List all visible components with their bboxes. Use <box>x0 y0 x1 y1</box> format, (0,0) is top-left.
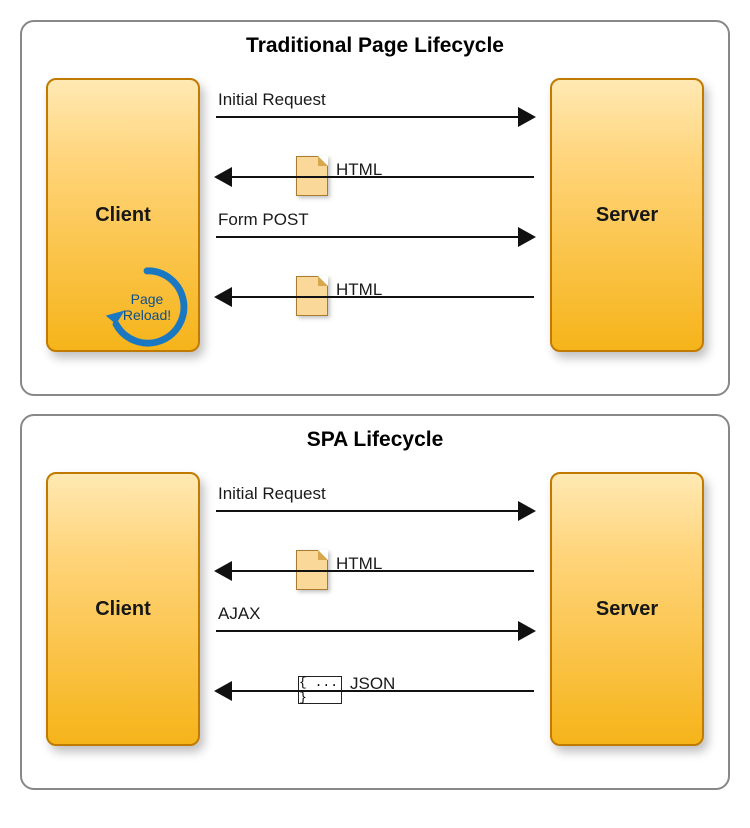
arrowhead-right-icon <box>518 107 536 127</box>
panel-spa: SPA Lifecycle Client Server Initial Requ… <box>20 414 730 790</box>
arrow-line <box>216 690 534 692</box>
arrow-line <box>216 510 534 512</box>
arrow-html-response-1: HTML <box>216 148 534 208</box>
page-reload-badge: Page Reload! <box>104 264 190 350</box>
arrow-zone: Initial Request HTML Form POST HTML <box>216 88 534 358</box>
arrowhead-right-icon <box>518 501 536 521</box>
arrow-zone: Initial Request HTML AJAX { ... } JSON <box>216 482 534 752</box>
client-node: Client <box>46 472 200 746</box>
arrowhead-left-icon <box>214 681 232 701</box>
arrow-html-response: HTML <box>216 542 534 602</box>
reload-text: Page Reload! <box>123 291 171 323</box>
server-label: Server <box>596 204 658 227</box>
arrow-line <box>216 570 534 572</box>
arrow-ajax: AJAX <box>216 602 534 662</box>
arrowhead-right-icon <box>518 227 536 247</box>
arrow-html-response-2: HTML <box>216 268 534 328</box>
arrow-form-post: Form POST <box>216 208 534 268</box>
arrow-initial-request: Initial Request <box>216 482 534 542</box>
server-node: Server <box>550 472 704 746</box>
server-label: Server <box>596 598 658 621</box>
panel-title: Traditional Page Lifecycle <box>36 34 714 58</box>
arrow-label: AJAX <box>218 604 261 624</box>
arrowhead-left-icon <box>214 287 232 307</box>
arrow-initial-request: Initial Request <box>216 88 534 148</box>
panel-traditional: Traditional Page Lifecycle Client Server… <box>20 20 730 396</box>
arrow-label: Initial Request <box>218 90 326 110</box>
arrow-line <box>216 296 534 298</box>
panel-title: SPA Lifecycle <box>36 428 714 452</box>
client-label: Client <box>95 598 151 621</box>
arrowhead-left-icon <box>214 561 232 581</box>
diagram-traditional: Client Server Page Reload! Initial Reque… <box>36 68 714 378</box>
arrow-line <box>216 236 534 238</box>
arrow-line <box>216 630 534 632</box>
diagram-spa: Client Server Initial Request HTML AJAX <box>36 462 714 772</box>
arrow-line <box>216 176 534 178</box>
arrowhead-left-icon <box>214 167 232 187</box>
client-label: Client <box>95 204 151 227</box>
arrow-json-response: { ... } JSON <box>216 662 534 722</box>
arrow-label: Form POST <box>218 210 309 230</box>
arrowhead-right-icon <box>518 621 536 641</box>
server-node: Server <box>550 78 704 352</box>
arrow-line <box>216 116 534 118</box>
arrow-label: Initial Request <box>218 484 326 504</box>
